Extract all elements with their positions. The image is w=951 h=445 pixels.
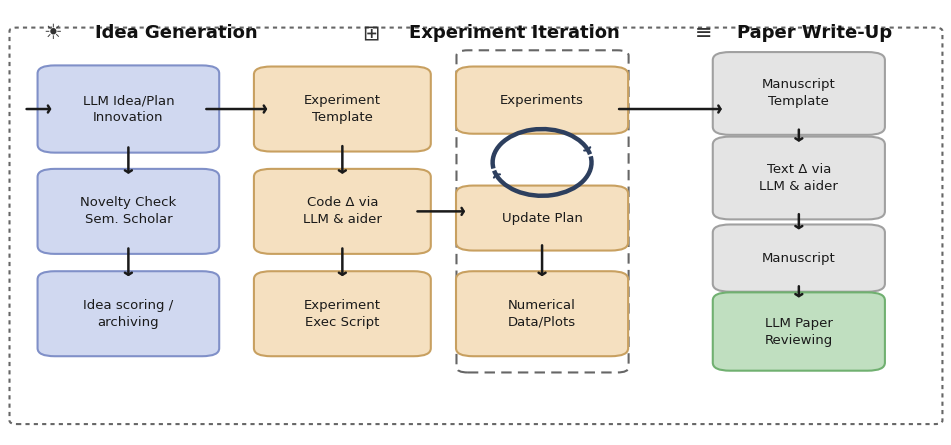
Text: Numerical
Data/Plots: Numerical Data/Plots	[508, 299, 576, 329]
Text: Experiment
Template: Experiment Template	[304, 94, 380, 124]
FancyBboxPatch shape	[254, 169, 431, 254]
FancyBboxPatch shape	[713, 52, 884, 135]
FancyBboxPatch shape	[456, 186, 628, 251]
Text: ☀: ☀	[43, 24, 62, 43]
Text: Idea Generation: Idea Generation	[95, 24, 258, 42]
Text: Code Δ via
LLM & aider: Code Δ via LLM & aider	[303, 196, 381, 227]
Text: ≡: ≡	[695, 24, 712, 43]
Text: Experiment Iteration: Experiment Iteration	[409, 24, 620, 42]
Text: Paper Write-Up: Paper Write-Up	[737, 24, 892, 42]
Text: Novelty Check
Sem. Scholar: Novelty Check Sem. Scholar	[80, 196, 177, 227]
Text: Text Δ via
LLM & aider: Text Δ via LLM & aider	[760, 163, 838, 193]
FancyBboxPatch shape	[38, 169, 219, 254]
Text: Experiments: Experiments	[500, 93, 584, 107]
FancyBboxPatch shape	[713, 224, 884, 292]
Text: Manuscript
Template: Manuscript Template	[762, 78, 836, 109]
FancyBboxPatch shape	[713, 292, 884, 371]
Text: Manuscript: Manuscript	[762, 251, 836, 265]
Text: LLM Idea/Plan
Innovation: LLM Idea/Plan Innovation	[83, 94, 174, 124]
FancyBboxPatch shape	[38, 65, 219, 153]
Text: ⊞: ⊞	[362, 24, 379, 43]
Text: Idea scoring /
archiving: Idea scoring / archiving	[84, 299, 173, 329]
FancyBboxPatch shape	[254, 271, 431, 356]
FancyBboxPatch shape	[38, 271, 219, 356]
FancyBboxPatch shape	[456, 271, 628, 356]
Text: Experiment
Exec Script: Experiment Exec Script	[304, 299, 380, 329]
Text: LLM Paper
Reviewing: LLM Paper Reviewing	[765, 316, 833, 347]
FancyBboxPatch shape	[713, 137, 884, 219]
Text: Update Plan: Update Plan	[501, 211, 583, 225]
FancyBboxPatch shape	[456, 66, 628, 134]
FancyBboxPatch shape	[254, 66, 431, 151]
